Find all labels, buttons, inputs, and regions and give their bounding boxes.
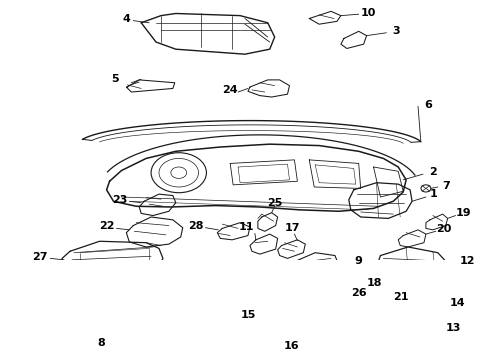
Polygon shape bbox=[349, 318, 438, 337]
Polygon shape bbox=[260, 323, 288, 340]
Text: 12: 12 bbox=[460, 256, 475, 266]
Polygon shape bbox=[126, 80, 175, 92]
Text: 4: 4 bbox=[122, 14, 130, 24]
Polygon shape bbox=[107, 144, 406, 211]
Text: 13: 13 bbox=[446, 323, 461, 333]
Text: 27: 27 bbox=[33, 252, 48, 262]
Text: 6: 6 bbox=[424, 100, 432, 110]
Polygon shape bbox=[341, 31, 367, 49]
Polygon shape bbox=[373, 247, 450, 294]
Polygon shape bbox=[141, 13, 275, 54]
Polygon shape bbox=[246, 277, 341, 309]
Polygon shape bbox=[363, 303, 442, 323]
Text: 9: 9 bbox=[355, 256, 363, 266]
Text: 28: 28 bbox=[188, 221, 203, 230]
Text: 8: 8 bbox=[98, 338, 105, 348]
Text: 16: 16 bbox=[284, 341, 299, 351]
Text: 2: 2 bbox=[429, 167, 437, 177]
Text: 11: 11 bbox=[238, 222, 254, 232]
Text: 20: 20 bbox=[436, 224, 451, 234]
Text: 25: 25 bbox=[267, 198, 282, 208]
Text: 19: 19 bbox=[456, 208, 471, 219]
Polygon shape bbox=[250, 234, 278, 254]
Polygon shape bbox=[309, 12, 341, 24]
Polygon shape bbox=[426, 214, 448, 230]
Text: 5: 5 bbox=[112, 74, 119, 84]
Text: 3: 3 bbox=[392, 26, 400, 36]
Polygon shape bbox=[126, 217, 183, 247]
Polygon shape bbox=[337, 277, 357, 294]
Polygon shape bbox=[248, 80, 290, 97]
Polygon shape bbox=[252, 344, 276, 360]
Polygon shape bbox=[349, 183, 412, 219]
Text: 18: 18 bbox=[367, 278, 382, 288]
Text: 24: 24 bbox=[222, 85, 238, 95]
Polygon shape bbox=[37, 288, 186, 331]
Text: 26: 26 bbox=[351, 288, 367, 298]
Text: 10: 10 bbox=[361, 8, 376, 18]
Polygon shape bbox=[258, 213, 278, 231]
Polygon shape bbox=[218, 223, 250, 240]
Text: 7: 7 bbox=[442, 181, 449, 190]
Text: 23: 23 bbox=[112, 195, 127, 205]
Polygon shape bbox=[278, 240, 305, 258]
Text: 21: 21 bbox=[393, 292, 409, 302]
Polygon shape bbox=[139, 194, 176, 216]
Polygon shape bbox=[62, 241, 163, 278]
Polygon shape bbox=[288, 253, 339, 281]
Text: 14: 14 bbox=[450, 298, 465, 309]
Polygon shape bbox=[398, 230, 426, 247]
Text: 1: 1 bbox=[430, 189, 438, 199]
Text: 15: 15 bbox=[240, 310, 256, 320]
Text: 17: 17 bbox=[285, 224, 300, 233]
Text: 22: 22 bbox=[99, 221, 114, 231]
